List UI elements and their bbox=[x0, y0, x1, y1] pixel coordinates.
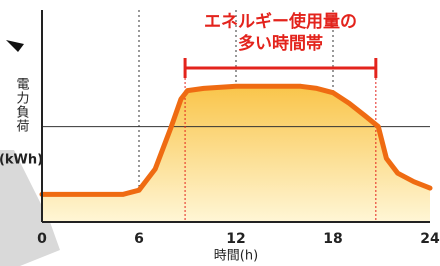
y-axis-label: 電力負荷 bbox=[14, 77, 30, 133]
page: {"chart_data": {"type": "area", "xlabel"… bbox=[0, 0, 440, 266]
x-axis-label: 時間(h) bbox=[214, 249, 258, 264]
x-tick-label: 12 bbox=[226, 231, 245, 247]
area bbox=[42, 86, 430, 222]
x-tick-label: 24 bbox=[420, 231, 440, 247]
arrow-decor bbox=[6, 40, 24, 52]
annotation: 多い時間帯 bbox=[238, 33, 323, 54]
x-tick-label: 18 bbox=[323, 231, 342, 247]
annotation: エネルギー使用量の bbox=[204, 11, 357, 32]
x-tick-label: 6 bbox=[134, 231, 144, 247]
y-axis-label: (kWh) bbox=[0, 153, 43, 168]
x-tick-label: 0 bbox=[37, 231, 47, 247]
chart: 0 6 12 18 24 エネルギー使用量の多い時間帯時間(h) 電力負荷 (kWh) bbox=[0, 0, 440, 266]
